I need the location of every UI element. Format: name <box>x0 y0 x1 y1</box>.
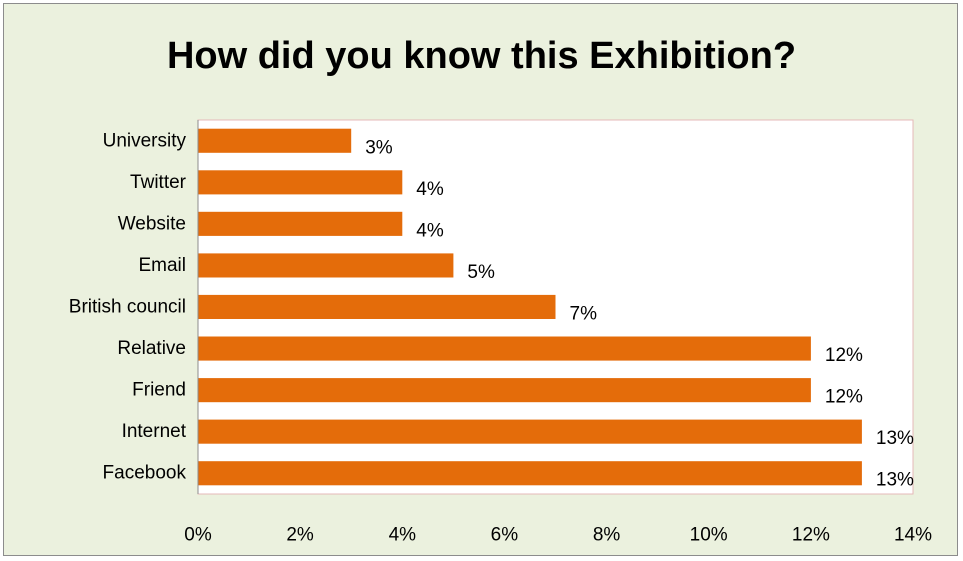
bar-friend <box>198 378 811 403</box>
x-tick-label-2: 2% <box>286 525 314 546</box>
category-label-friend: Friend <box>132 380 186 401</box>
data-label-internet: 13% <box>876 428 914 449</box>
category-label-website: Website <box>118 213 186 234</box>
bar-chart: University Twitter Website Email British cou… <box>69 119 932 546</box>
bar-university <box>198 128 352 153</box>
chart-frame: How did you know this Exhibition? Univer… <box>3 3 958 556</box>
x-tick-label-10: 10% <box>690 525 728 546</box>
data-label-twitter: 4% <box>416 179 444 200</box>
category-label-twitter: Twitter <box>130 172 187 193</box>
bars <box>198 128 862 486</box>
data-label-friend: 12% <box>825 387 863 408</box>
bar-email <box>198 253 454 278</box>
x-tick-label-12: 12% <box>792 525 830 546</box>
data-labels: 3% 4% 4% 5% 7% 12% 12% 13% 13% <box>365 137 914 490</box>
chart-title: How did you know this Exhibition? <box>166 35 797 77</box>
x-tick-label-8: 8% <box>593 525 621 546</box>
x-tick-label-0: 0% <box>184 525 212 546</box>
x-tick-label-4: 4% <box>389 525 417 546</box>
x-tick-label-6: 6% <box>491 525 519 546</box>
data-label-facebook: 13% <box>876 470 914 491</box>
data-label-relative: 12% <box>825 345 863 366</box>
data-label-british-council: 7% <box>570 304 598 325</box>
data-label-university: 3% <box>365 137 393 158</box>
bar-relative <box>198 336 811 361</box>
data-label-website: 4% <box>416 220 444 241</box>
category-label-facebook: Facebook <box>103 463 187 484</box>
data-label-email: 5% <box>467 262 495 283</box>
bar-facebook <box>198 461 862 486</box>
bar-internet <box>198 419 862 444</box>
x-axis-tick-labels: 0% 2% 4% 6% 8% 10% 12% 14% <box>184 525 932 546</box>
x-tick-label-14: 14% <box>894 525 932 546</box>
category-label-email: Email <box>138 255 186 276</box>
category-label-relative: Relative <box>117 338 186 359</box>
bar-british-council <box>198 294 556 319</box>
bar-website <box>198 211 403 236</box>
category-label-university: University <box>103 130 187 151</box>
bar-twitter <box>198 170 403 195</box>
category-label-british-council: British council <box>69 297 186 318</box>
category-label-internet: Internet <box>122 421 187 442</box>
category-labels: University Twitter Website Email British cou… <box>69 130 187 483</box>
